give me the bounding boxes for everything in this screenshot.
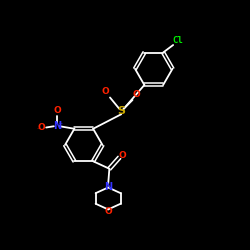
Text: O: O (104, 207, 112, 216)
Text: O: O (119, 151, 126, 160)
Text: +: + (58, 121, 63, 126)
Text: ⁻: ⁻ (37, 128, 40, 134)
Text: Cl: Cl (173, 36, 184, 44)
Text: O: O (53, 106, 61, 115)
Text: S: S (117, 106, 125, 116)
Text: O: O (132, 90, 140, 100)
Text: O: O (102, 88, 110, 96)
Text: O: O (37, 123, 45, 132)
Text: N: N (53, 121, 61, 131)
Text: N: N (104, 182, 112, 192)
